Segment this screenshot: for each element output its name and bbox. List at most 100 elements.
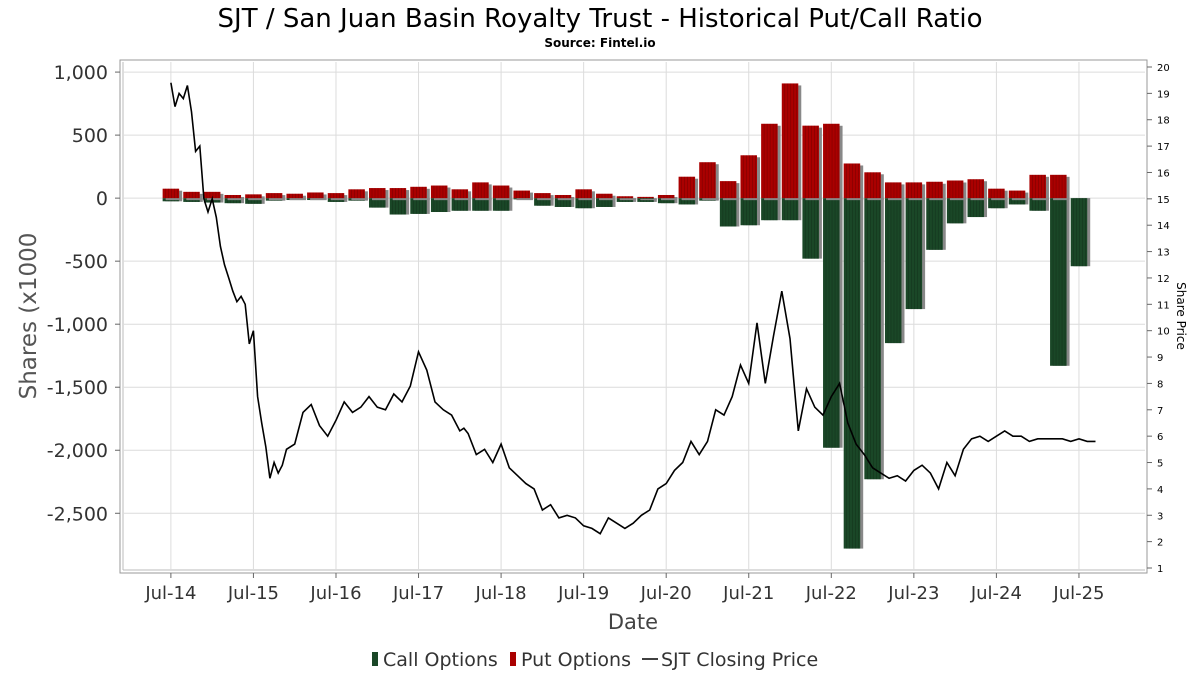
right-tick-label-1: 2 bbox=[1157, 538, 1163, 549]
right-tick-label-7: 8 bbox=[1157, 379, 1163, 390]
call-bar-38 bbox=[946, 198, 964, 224]
put-bar-33 bbox=[843, 163, 861, 199]
price-line-series bbox=[170, 82, 1096, 535]
x-tick-label-9: Jul-23 bbox=[887, 583, 939, 604]
put-bar-23 bbox=[637, 196, 654, 199]
put-bar-32 bbox=[823, 123, 840, 199]
put-bar-shadow-24 bbox=[660, 196, 678, 201]
put-bar-15 bbox=[472, 182, 489, 199]
plot-area bbox=[119, 59, 1148, 574]
x-tick-label-10: Jul-24 bbox=[970, 583, 1022, 604]
right-tick-label-5: 6 bbox=[1157, 432, 1163, 443]
put-bar-0 bbox=[162, 188, 180, 199]
bar-series bbox=[162, 83, 1091, 549]
chart-subtitle: Source: Fintel.io bbox=[544, 36, 655, 50]
call-bar-33 bbox=[843, 198, 861, 549]
call-bar-37 bbox=[926, 198, 943, 250]
left-tick-label-1: 500 bbox=[72, 125, 108, 147]
call-bar-34 bbox=[864, 198, 881, 480]
right-tick-label-15: 16 bbox=[1157, 168, 1170, 179]
x-tick-label-11: Jul-25 bbox=[1052, 583, 1104, 604]
legend-label-put: Put Options bbox=[521, 649, 631, 671]
left-tick-label-5: -1,500 bbox=[47, 377, 108, 399]
right-tick-label-9: 10 bbox=[1157, 327, 1170, 338]
call-bar-32 bbox=[823, 198, 840, 448]
put-bar-43 bbox=[1050, 174, 1067, 199]
x-axis-label: Date bbox=[608, 610, 658, 634]
put-bar-31 bbox=[802, 125, 819, 199]
left-tick-label-7: -2,500 bbox=[47, 503, 108, 525]
x-tick-label-6: Jul-20 bbox=[640, 583, 692, 604]
right-tick-label-8: 9 bbox=[1157, 353, 1163, 364]
left-tick-label-2: 0 bbox=[96, 188, 108, 210]
right-tick-label-10: 11 bbox=[1157, 300, 1170, 311]
put-bar-9 bbox=[348, 189, 365, 199]
left-tick-label-3: -500 bbox=[65, 251, 108, 273]
call-bar-27 bbox=[719, 198, 737, 227]
put-bar-4 bbox=[245, 194, 262, 199]
put-bar-8 bbox=[327, 193, 345, 199]
right-tick-label-6: 7 bbox=[1157, 406, 1163, 417]
call-bar-13 bbox=[430, 198, 448, 213]
put-bar-14 bbox=[451, 189, 469, 199]
right-tick-label-0: 1 bbox=[1157, 564, 1163, 575]
right-tick-label-11: 12 bbox=[1157, 274, 1170, 285]
put-bar-16 bbox=[492, 185, 510, 199]
legend-swatch-call bbox=[372, 652, 378, 666]
y2-axis-label: Share Price bbox=[1174, 282, 1188, 350]
put-bar-19 bbox=[554, 194, 572, 199]
grid-lines bbox=[123, 62, 1145, 570]
call-bar-21 bbox=[596, 198, 613, 207]
call-bar-40 bbox=[988, 198, 1005, 209]
call-bar-36 bbox=[905, 198, 923, 310]
call-bar-25 bbox=[678, 198, 696, 205]
put-bar-shadow-3 bbox=[227, 196, 245, 201]
put-bar-7 bbox=[307, 192, 324, 199]
put-bar-shadow-23 bbox=[640, 198, 657, 201]
x-tick-label-4: Jul-18 bbox=[475, 583, 527, 604]
right-tick-label-3: 4 bbox=[1157, 485, 1163, 496]
call-bar-20 bbox=[575, 198, 592, 209]
call-bar-4 bbox=[245, 198, 262, 204]
put-bar-38 bbox=[946, 180, 964, 199]
right-tick-label-13: 14 bbox=[1157, 221, 1170, 232]
call-bar-15 bbox=[472, 198, 489, 211]
put-bar-26 bbox=[699, 162, 716, 199]
put-bar-22 bbox=[616, 196, 634, 199]
put-bar-36 bbox=[905, 182, 923, 199]
put-bar-35 bbox=[884, 182, 902, 199]
call-bar-29 bbox=[761, 198, 778, 221]
put-bar-25 bbox=[678, 176, 696, 199]
put-bar-3 bbox=[224, 194, 242, 199]
put-bar-2 bbox=[203, 191, 221, 199]
put-bar-shadow-19 bbox=[557, 196, 575, 201]
call-bar-39 bbox=[967, 198, 985, 218]
legend-label-call: Call Options bbox=[383, 649, 498, 671]
put-bar-18 bbox=[534, 193, 551, 199]
call-bar-18 bbox=[534, 198, 551, 206]
put-bar-13 bbox=[430, 185, 448, 199]
call-bar-28 bbox=[740, 198, 758, 226]
put-bar-24 bbox=[657, 194, 675, 199]
right-tick-label-2: 3 bbox=[1157, 511, 1163, 522]
put-bar-1 bbox=[183, 191, 200, 199]
legend-label-price: SJT Closing Price bbox=[661, 649, 818, 671]
legend-swatch-put bbox=[510, 652, 516, 666]
y-axis-label: Shares (x1000 bbox=[16, 233, 42, 400]
left-tick-label-0: 1,000 bbox=[54, 62, 108, 84]
x-tick-label-8: Jul-22 bbox=[805, 583, 857, 604]
left-tick-label-6: -2,000 bbox=[47, 440, 108, 462]
left-axis-ticks: 1,000 500 0 -500 -1,000 -1,500 -2,000 -2,500 bbox=[47, 62, 120, 525]
call-bar-24 bbox=[657, 198, 675, 204]
call-bar-16 bbox=[492, 198, 510, 211]
call-bar-41 bbox=[1008, 198, 1026, 205]
call-bar-12 bbox=[410, 198, 427, 214]
x-tick-label-1: Jul-15 bbox=[227, 583, 279, 604]
x-tick-label-5: Jul-19 bbox=[557, 583, 609, 604]
put-bar-42 bbox=[1029, 174, 1046, 199]
legend: Call Options Put Options SJT Closing Pri… bbox=[372, 649, 818, 671]
put-bar-30 bbox=[781, 83, 799, 199]
put-bar-12 bbox=[410, 186, 427, 199]
put-bar-11 bbox=[389, 188, 407, 199]
put-bar-39 bbox=[967, 179, 985, 199]
